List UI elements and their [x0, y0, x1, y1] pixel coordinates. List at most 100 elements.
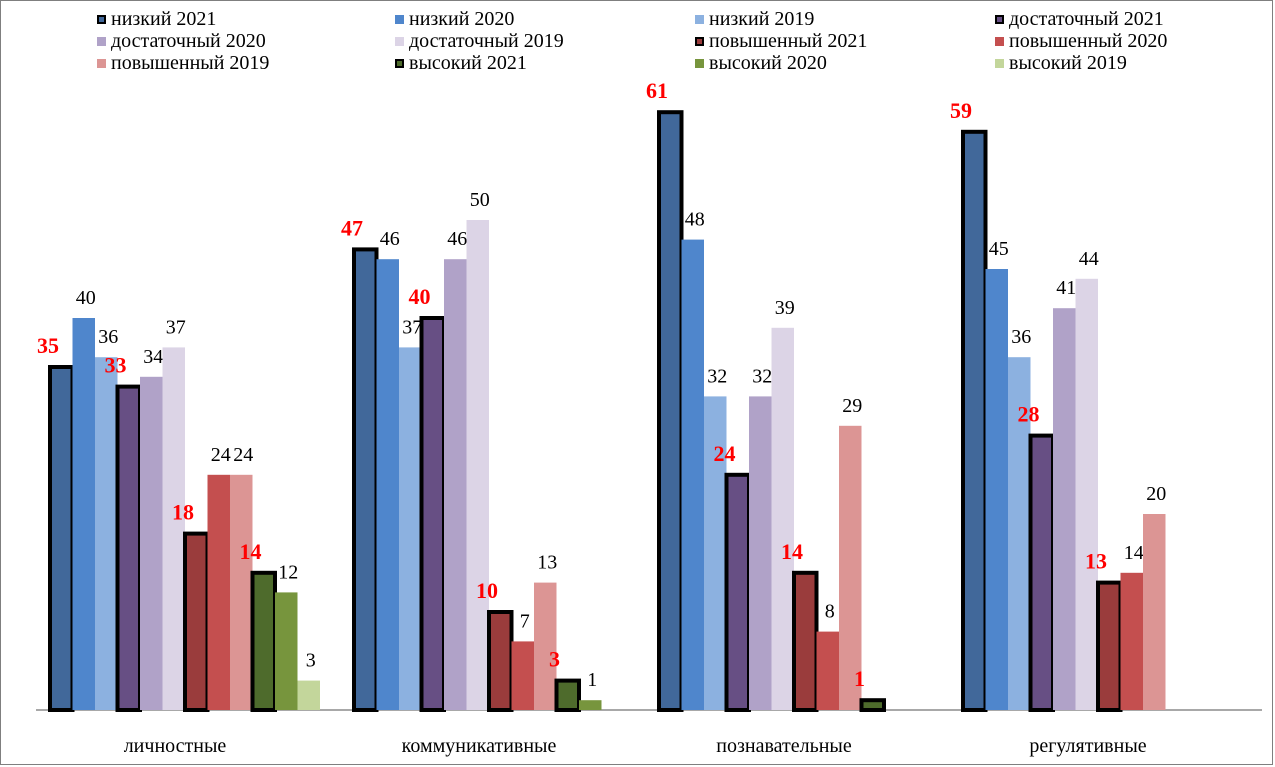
data-label: 41 [1056, 277, 1076, 299]
data-label: 7 [520, 610, 530, 632]
bar [162, 347, 185, 710]
bar [771, 327, 794, 710]
data-label: 8 [825, 601, 835, 623]
data-label: 40 [409, 284, 431, 309]
legend-item: высокий 2020 [695, 52, 827, 74]
legend-item: низкий 2020 [395, 8, 514, 30]
bar [579, 700, 602, 710]
bar [1096, 580, 1123, 712]
legend-item: повышенный 2020 [995, 30, 1167, 52]
data-label: 14 [240, 539, 262, 564]
data-label: 37 [166, 316, 186, 338]
legend-label: низкий 2021 [111, 7, 217, 30]
bar [48, 365, 75, 712]
data-label: 50 [470, 189, 490, 211]
data-label: 29 [842, 395, 862, 417]
legend-label: достаточный 2019 [409, 29, 564, 52]
legend-label: высокий 2020 [709, 51, 827, 74]
bar [115, 384, 142, 712]
bar [657, 110, 684, 712]
data-label: 46 [447, 228, 467, 250]
bar [275, 592, 298, 710]
legend-item: достаточный 2021 [995, 8, 1164, 30]
legend-label: повышенный 2019 [111, 51, 270, 74]
data-label: 32 [752, 365, 772, 387]
bar [230, 474, 253, 710]
bar [961, 129, 988, 713]
bar [704, 396, 727, 710]
bar [250, 570, 277, 712]
bar [95, 357, 118, 710]
data-label: 24 [211, 444, 231, 466]
bar [1053, 308, 1076, 710]
data-label: 37 [402, 316, 422, 338]
data-label: 14 [781, 539, 803, 564]
category-label: коммуникативные [402, 735, 557, 757]
bar [140, 376, 163, 710]
bar [297, 680, 320, 710]
data-label: 59 [950, 98, 972, 123]
bar [534, 582, 557, 710]
bar [1120, 572, 1143, 710]
legend-label: повышенный 2021 [709, 29, 868, 52]
bar [1008, 357, 1031, 710]
legend-swatch [995, 36, 1004, 46]
bar [466, 220, 489, 710]
data-label: 14 [1124, 542, 1144, 564]
data-label: 12 [278, 561, 298, 583]
bar [859, 698, 886, 713]
data-label: 3 [549, 647, 560, 672]
category-label: регулятивные [1029, 735, 1146, 757]
legend-swatch [395, 58, 404, 68]
data-label: 24 [714, 441, 736, 466]
bar [681, 239, 704, 710]
legend-swatch [395, 14, 404, 24]
legend-item: повышенный 2019 [97, 52, 269, 74]
legend-swatch [695, 58, 704, 68]
bar [839, 425, 862, 710]
legend-item: повышенный 2021 [695, 30, 867, 52]
data-label: 13 [537, 552, 557, 574]
bar [72, 318, 95, 710]
data-label: 13 [1085, 549, 1107, 574]
data-label: 20 [1146, 483, 1166, 505]
bar [1143, 514, 1166, 710]
category-label: личностные [124, 735, 227, 757]
bar [207, 474, 230, 710]
data-label: 1 [587, 669, 597, 691]
data-label: 10 [476, 578, 498, 603]
data-label: 36 [98, 326, 118, 348]
data-label: 39 [775, 297, 795, 319]
bar [444, 259, 467, 710]
legend-item: высокий 2021 [395, 52, 527, 74]
legend-swatch [695, 14, 704, 24]
bar [1028, 433, 1055, 712]
data-label: 36 [1011, 326, 1031, 348]
data-label: 40 [76, 287, 96, 309]
legend-label: достаточный 2020 [111, 29, 266, 52]
data-label: 18 [172, 500, 194, 525]
legend-swatch [97, 58, 106, 68]
legend-item: низкий 2019 [695, 8, 814, 30]
legend-swatch [97, 36, 106, 46]
bar [183, 531, 210, 712]
legend-label: низкий 2020 [409, 7, 515, 30]
data-label: 46 [380, 228, 400, 250]
bar [749, 396, 772, 710]
legend-item: достаточный 2020 [97, 30, 266, 52]
data-label: 44 [1079, 248, 1099, 270]
data-label: 24 [233, 444, 253, 466]
bar [399, 347, 422, 710]
legend-label: повышенный 2020 [1009, 29, 1168, 52]
data-label: 48 [685, 209, 705, 231]
data-label: 61 [646, 78, 668, 103]
legend-item: достаточный 2019 [395, 30, 564, 52]
data-label: 34 [143, 346, 163, 368]
data-label: 35 [37, 333, 59, 358]
data-label: 47 [341, 215, 363, 240]
data-label: 1 [854, 666, 865, 691]
data-label: 28 [1018, 402, 1040, 427]
data-label: 33 [105, 353, 127, 378]
legend-item: высокий 2019 [995, 52, 1127, 74]
